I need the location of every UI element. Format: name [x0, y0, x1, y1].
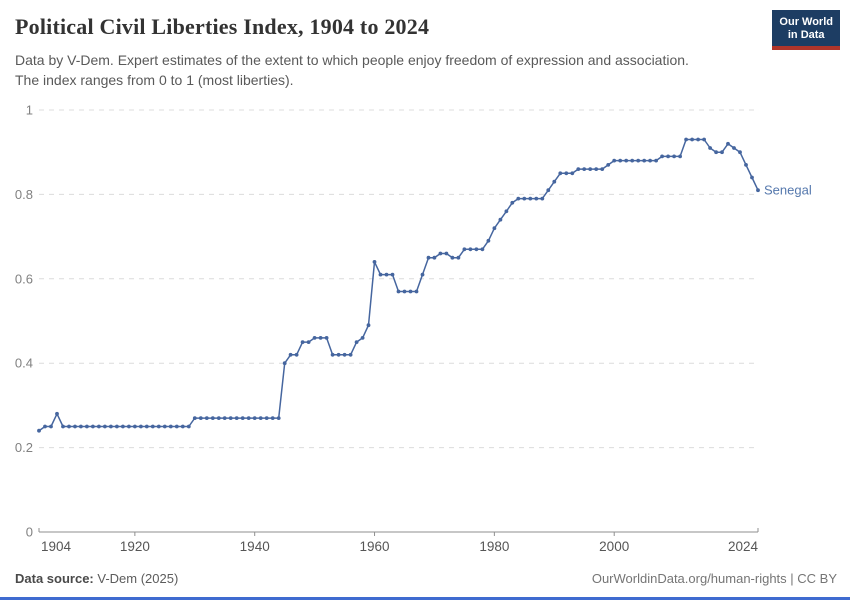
entity-label[interactable]: Senegal: [764, 183, 812, 198]
owid-logo-line-2: in Data: [787, 29, 825, 41]
x-axis-labels: 1904 1920 1940 1960 1980 2000 2024: [41, 539, 758, 554]
svg-text:1940: 1940: [240, 539, 270, 554]
y-axis-labels: 0 0.2 0.4 0.6 0.8 1: [15, 103, 33, 540]
trend-line[interactable]: [38, 138, 759, 432]
data-source: Data source: V-Dem (2025): [15, 571, 178, 586]
data-source-value: V-Dem (2025): [93, 571, 179, 586]
svg-text:1904: 1904: [41, 539, 72, 554]
svg-text:2000: 2000: [599, 539, 629, 554]
owid-license-link[interactable]: OurWorldinData.org/human-rights | CC BY: [591, 571, 837, 586]
owid-logo-line-1: Our World: [779, 16, 833, 28]
page-title: Political Civil Liberties Index, 1904 to…: [15, 14, 430, 39]
data-points[interactable]: [37, 137, 760, 433]
svg-text:0.6: 0.6: [15, 271, 33, 286]
svg-text:0.4: 0.4: [15, 356, 33, 371]
series-senegal[interactable]: [37, 137, 760, 433]
svg-text:1: 1: [26, 103, 33, 118]
svg-text:1920: 1920: [120, 539, 150, 554]
svg-text:2024: 2024: [728, 539, 759, 554]
subtitle-line-1: Data by V-Dem. Expert estimates of the e…: [15, 52, 689, 68]
chart-subtitle: Data by V-Dem. Expert estimates of the e…: [15, 50, 689, 90]
svg-text:0: 0: [26, 525, 33, 540]
bottom-accent-bar: [0, 597, 850, 600]
svg-text:1960: 1960: [360, 539, 390, 554]
x-axis: [38, 528, 759, 536]
subtitle-line-2: The index ranges from 0 to 1 (most liber…: [15, 72, 294, 88]
svg-text:0.2: 0.2: [15, 440, 33, 455]
svg-text:0.8: 0.8: [15, 187, 33, 202]
data-source-label: Data source:: [15, 571, 94, 586]
owid-logo[interactable]: Our World in Data: [772, 10, 840, 50]
svg-text:1980: 1980: [479, 539, 509, 554]
